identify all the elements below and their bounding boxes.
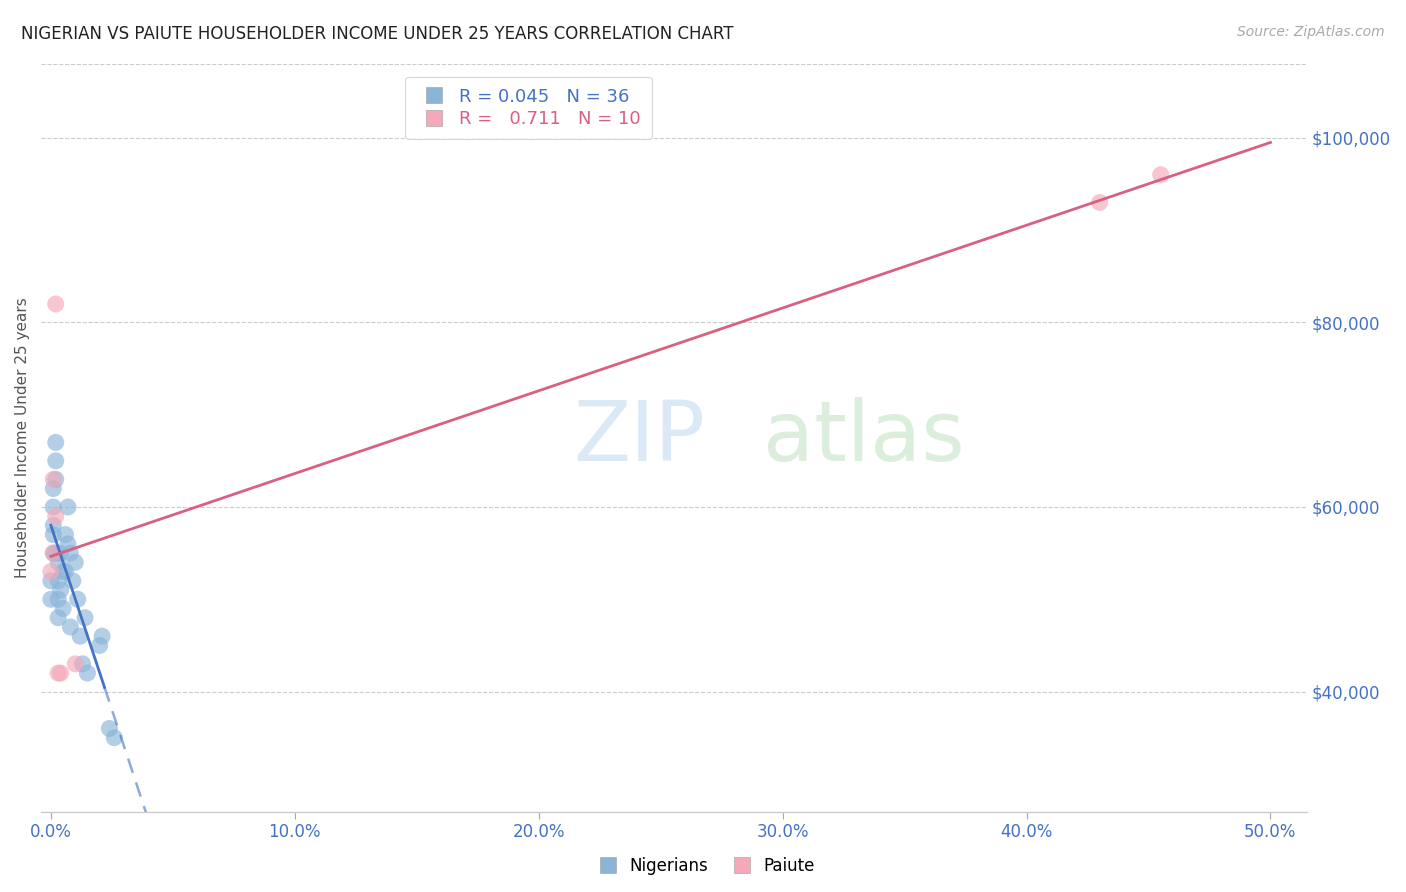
Point	[73, 611, 96, 625]
Point	[39, 592, 62, 607]
Text: Source: ZipAtlas.com: Source: ZipAtlas.com	[1237, 25, 1385, 39]
Point	[59, 546, 82, 560]
Point	[52, 565, 75, 579]
Point	[56, 500, 79, 514]
Point	[89, 639, 111, 653]
Point	[42, 482, 65, 496]
Point	[72, 657, 94, 671]
Point	[42, 546, 65, 560]
Text: atlas: atlas	[762, 397, 965, 478]
Point	[103, 731, 125, 745]
Point	[76, 666, 98, 681]
Point	[45, 509, 67, 524]
Point	[46, 555, 69, 569]
Point	[45, 435, 67, 450]
Text: NIGERIAN VS PAIUTE HOUSEHOLDER INCOME UNDER 25 YEARS CORRELATION CHART: NIGERIAN VS PAIUTE HOUSEHOLDER INCOME UN…	[21, 25, 734, 43]
Point	[1150, 168, 1173, 182]
Point	[39, 574, 62, 588]
Point	[42, 500, 65, 514]
Legend: Nigerians, Paiute: Nigerians, Paiute	[585, 851, 821, 882]
Point	[49, 546, 72, 560]
Point	[45, 454, 67, 468]
Point	[65, 657, 87, 671]
Point	[42, 518, 65, 533]
Point	[1088, 195, 1111, 210]
Point	[42, 472, 65, 486]
Point	[49, 582, 72, 597]
Point	[46, 574, 69, 588]
Y-axis label: Householder Income Under 25 years: Householder Income Under 25 years	[15, 297, 30, 578]
Point	[46, 666, 69, 681]
Point	[59, 620, 82, 634]
Point	[62, 574, 84, 588]
Point	[46, 592, 69, 607]
Point	[69, 629, 91, 643]
Point	[39, 565, 62, 579]
Point	[56, 537, 79, 551]
Point	[66, 592, 89, 607]
Legend: R = 0.045   N = 36, R =   0.711   N = 10: R = 0.045 N = 36, R = 0.711 N = 10	[405, 77, 652, 139]
Point	[91, 629, 114, 643]
Point	[45, 297, 67, 311]
Point	[98, 722, 121, 736]
Point	[52, 601, 75, 615]
Point	[46, 611, 69, 625]
Text: ZIP: ZIP	[572, 397, 704, 478]
Point	[45, 546, 67, 560]
Point	[42, 527, 65, 541]
Point	[45, 472, 67, 486]
Point	[65, 555, 87, 569]
Point	[42, 546, 65, 560]
Point	[55, 565, 77, 579]
Point	[55, 527, 77, 541]
Point	[49, 666, 72, 681]
